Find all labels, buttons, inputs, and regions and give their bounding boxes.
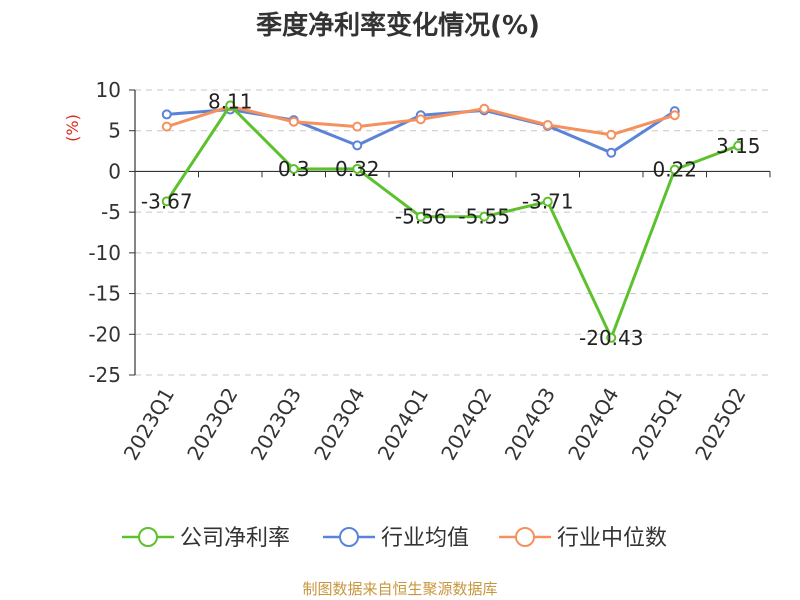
data-point-company[interactable] [606, 332, 617, 343]
data-point-industry_median[interactable] [479, 103, 490, 114]
data-label: -5.56 [395, 205, 447, 229]
legend-swatch-marker [515, 527, 535, 547]
y-tick-label: -15 [88, 282, 121, 306]
data-point-industry_median[interactable] [161, 121, 172, 132]
data-point-industry_median[interactable] [669, 110, 680, 121]
data-point-company[interactable] [415, 211, 426, 222]
y-tick-label: 0 [108, 159, 121, 183]
legend-swatch-marker [339, 527, 359, 547]
x-tick-label: 2025Q2 [690, 384, 750, 465]
legend-item-industry_avg[interactable]: 行业均值 [323, 526, 469, 551]
data-label: 0.22 [652, 158, 697, 182]
data-point-industry_median[interactable] [288, 116, 299, 127]
y-tick-label: -20 [88, 322, 121, 346]
axes [129, 89, 771, 376]
data-point-company[interactable] [669, 164, 680, 175]
y-tick-label: 10 [96, 78, 121, 102]
x-tick-label: 2024Q1 [373, 384, 433, 465]
x-tick-labels: 2023Q1 2023Q2 2023Q3 2023Q4 2024Q1 2024Q2 2024… [119, 384, 751, 465]
data-point-industry_avg[interactable] [161, 109, 172, 120]
data-label: -5.55 [458, 205, 510, 229]
x-tick-label: 2023Q1 [119, 384, 179, 465]
legend-label: 公司净利率 [180, 526, 290, 551]
x-tick-label: 2024Q2 [436, 384, 496, 465]
data-point-company[interactable] [161, 196, 172, 207]
data-label: -3.71 [522, 190, 574, 214]
series-line-company [165, 103, 739, 340]
y-tick-label: -10 [88, 241, 121, 265]
data-point-industry_median[interactable] [415, 114, 426, 125]
data-label: 0.3 [278, 157, 310, 181]
y-axis-label: (%) [63, 114, 82, 142]
data-label: 0.32 [335, 157, 380, 181]
x-tick-label: 2023Q2 [182, 384, 242, 465]
data-label: -20.43 [579, 326, 643, 350]
data-point-company[interactable] [288, 163, 299, 174]
data-point-industry_avg[interactable] [352, 140, 363, 151]
x-tick-label: 2024Q4 [563, 384, 623, 465]
data-point-industry_median[interactable] [606, 129, 617, 140]
data-point-company[interactable] [225, 100, 236, 111]
data-point-industry_avg[interactable] [606, 147, 617, 158]
y-tick-label: -25 [88, 363, 121, 387]
y-tick-label: 5 [108, 119, 121, 143]
legend[interactable]: 公司净利率 行业均值 行业中位数 [122, 526, 667, 551]
x-tick-label: 2024Q3 [500, 384, 560, 465]
chart-title: 季度净利率变化情况(%) [256, 10, 540, 41]
x-tick-label: 2025Q1 [627, 384, 687, 465]
data-point-company[interactable] [352, 163, 363, 174]
y-tick-label: -5 [101, 200, 121, 224]
series-group [161, 100, 744, 343]
x-tick-label: 2023Q4 [309, 384, 369, 465]
data-point-company[interactable] [542, 196, 553, 207]
legend-label: 行业中位数 [557, 526, 667, 551]
y-tick-labels: 10 5 0 -5 -10 -15 -20 -25 [88, 78, 121, 387]
data-labels: -3.67 8.11 0.3 0.32 -5.56 -5.55 -3.71 -20.43 0.2… [141, 89, 761, 349]
data-label: 8.11 [208, 89, 253, 113]
data-point-industry_median[interactable] [542, 120, 553, 131]
data-point-industry_median[interactable] [352, 121, 363, 132]
legend-label: 行业均值 [381, 526, 469, 551]
data-label: -3.67 [141, 189, 193, 213]
data-point-company[interactable] [733, 140, 744, 151]
grid-lines [135, 89, 770, 376]
legend-swatch-marker [138, 527, 158, 547]
source-note: 制图数据来自恒生聚源数据库 [302, 580, 497, 598]
x-tick-label: 2023Q3 [246, 384, 306, 465]
legend-item-industry_median[interactable]: 行业中位数 [499, 526, 667, 551]
data-label: 3.15 [716, 134, 761, 158]
legend-item-company[interactable]: 公司净利率 [122, 526, 290, 551]
data-point-company[interactable] [479, 211, 490, 222]
